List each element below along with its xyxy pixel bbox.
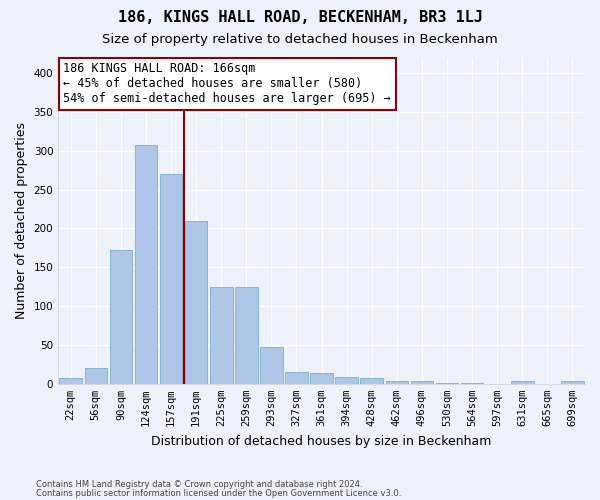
Bar <box>235 286 257 384</box>
Bar <box>386 380 408 384</box>
Bar <box>511 382 533 384</box>
Text: Contains HM Land Registry data © Crown copyright and database right 2024.: Contains HM Land Registry data © Crown c… <box>36 480 362 489</box>
Text: 186, KINGS HALL ROAD, BECKENHAM, BR3 1LJ: 186, KINGS HALL ROAD, BECKENHAM, BR3 1LJ <box>118 10 482 25</box>
Bar <box>185 220 208 384</box>
Bar <box>59 378 82 384</box>
Bar <box>285 372 308 384</box>
Bar <box>335 377 358 384</box>
Bar <box>410 382 433 384</box>
Bar <box>561 380 584 384</box>
Bar <box>160 174 182 384</box>
Bar <box>436 383 458 384</box>
Text: Size of property relative to detached houses in Beckenham: Size of property relative to detached ho… <box>102 32 498 46</box>
Bar <box>110 250 132 384</box>
X-axis label: Distribution of detached houses by size in Beckenham: Distribution of detached houses by size … <box>151 434 492 448</box>
Bar <box>260 346 283 384</box>
Bar <box>210 286 233 384</box>
Bar <box>361 378 383 384</box>
Y-axis label: Number of detached properties: Number of detached properties <box>15 122 28 319</box>
Bar <box>134 144 157 384</box>
Text: Contains public sector information licensed under the Open Government Licence v3: Contains public sector information licen… <box>36 488 401 498</box>
Bar <box>310 373 333 384</box>
Bar <box>461 383 484 384</box>
Text: 186 KINGS HALL ROAD: 166sqm
← 45% of detached houses are smaller (580)
54% of se: 186 KINGS HALL ROAD: 166sqm ← 45% of det… <box>64 62 391 106</box>
Bar <box>85 368 107 384</box>
